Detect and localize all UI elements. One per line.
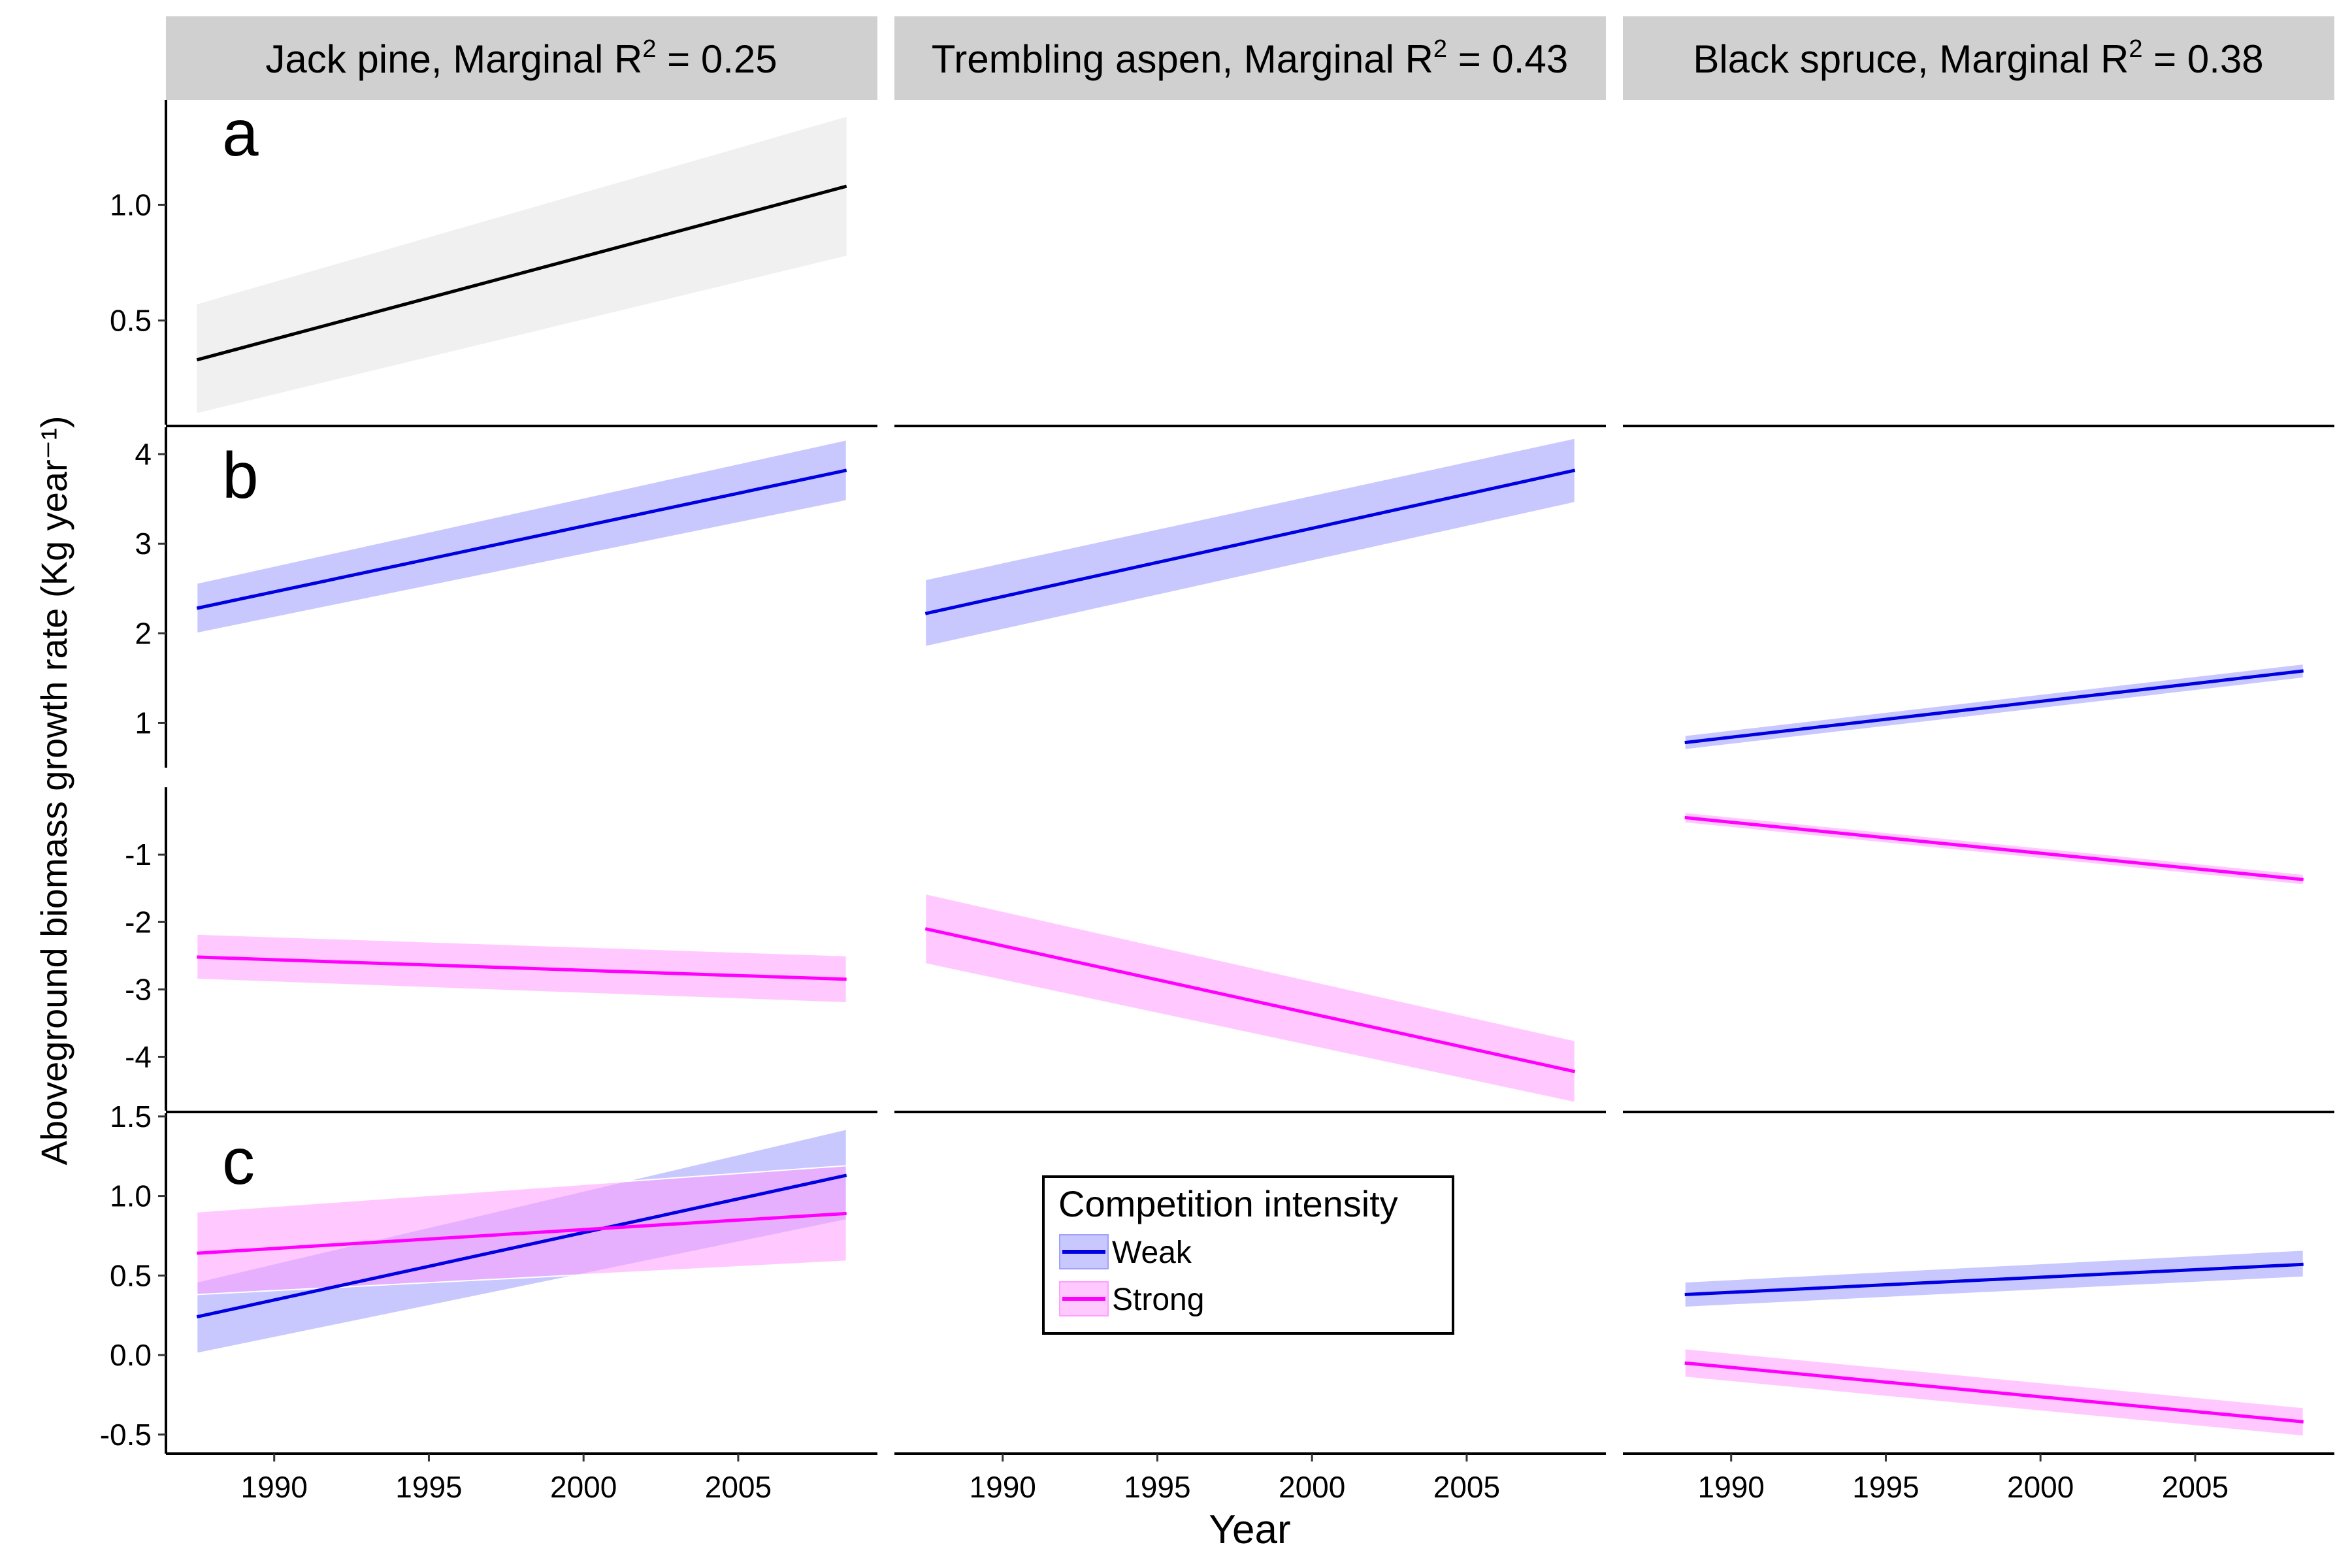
- panel-letter-a: a: [222, 97, 259, 170]
- y-tick-label: -4: [125, 1040, 152, 1074]
- y-tick-label: -0.5: [100, 1418, 152, 1452]
- trend-line-c-black-spruce-strong: [1684, 1361, 2304, 1424]
- legend: Competition intensity Weak Strong: [1042, 1175, 1454, 1335]
- y-tick-label: 1.0: [110, 1179, 152, 1213]
- x-tick-label: 2005: [1433, 1470, 1500, 1504]
- trend-line-c-jack-pine-strong: [197, 1211, 847, 1255]
- x-tick-label: 2000: [1279, 1470, 1345, 1504]
- strip-label-trembling-aspen: Trembling aspen, Marginal R2 = 0.43: [932, 35, 1568, 81]
- legend-box: [1042, 1175, 1454, 1335]
- x-tick-label: 1995: [1852, 1470, 1919, 1504]
- y-tick-label: -2: [125, 905, 152, 939]
- y-tick-label: 1.5: [110, 1100, 152, 1134]
- ci-band-b_neg-trembling-aspen-strong: [924, 892, 1576, 1103]
- ci-band-a-jack-pine-all: [197, 116, 847, 414]
- ci-band-b_pos-jack-pine-weak: [196, 438, 847, 634]
- trend-line-b_neg-jack-pine-strong: [197, 955, 847, 981]
- x-tick-label: 1995: [1124, 1470, 1190, 1504]
- strip-label-black-spruce: Black spruce, Marginal R2 = 0.38: [1693, 35, 2263, 81]
- axis-ticks: 0.5 1.0 1 2 3 4 -1 -2 -3 -4 1.5 1.0 0.5 0.0 -0.5 1990 19…: [100, 188, 2229, 1504]
- y-tick-label: 1.0: [110, 188, 152, 221]
- x-tick-label: 1990: [1698, 1470, 1765, 1504]
- trend-line-b_pos-trembling-aspen-weak: [924, 468, 1576, 615]
- strip-jack-pine: [166, 16, 877, 100]
- strip-black-spruce: [1623, 16, 2334, 100]
- legend-title: Competition intensity: [1058, 1183, 1398, 1224]
- y-tick-label: 0.0: [110, 1338, 152, 1372]
- legend-label-weak: Weak: [1112, 1235, 1192, 1270]
- y-tick-label: 4: [135, 437, 152, 471]
- trend-line-b_pos-black-spruce-weak: [1684, 669, 2304, 745]
- x-tick-label: 2000: [2007, 1470, 2074, 1504]
- x-tick-label: 1990: [241, 1470, 308, 1504]
- x-tick-label: 1990: [970, 1470, 1036, 1504]
- panel-frames: [165, 100, 2334, 1455]
- ci-band-c-jack-pine-strong: [196, 1165, 847, 1296]
- strip-label-jack-pine: Jack pine, Marginal R2 = 0.25: [265, 35, 777, 81]
- y-tick-label: 0.5: [110, 304, 152, 338]
- legend-label-strong: Strong: [1112, 1282, 1204, 1317]
- strip-trembling-aspen: [894, 16, 1606, 100]
- y-tick-label: -3: [125, 972, 152, 1006]
- facet-strips: Jack pine, Marginal R2 = 0.25 Trembling …: [166, 16, 2334, 100]
- trend-line-c-jack-pine-weak: [196, 1173, 847, 1319]
- trend-line-c-black-spruce-weak: [1684, 1262, 2304, 1296]
- panel-letter-c: c: [222, 1125, 255, 1198]
- y-tick-label: 3: [135, 527, 152, 561]
- x-tick-label: 2005: [705, 1470, 772, 1504]
- y-tick-label: 0.5: [110, 1258, 152, 1292]
- panel-letter-b: b: [222, 439, 259, 512]
- y-tick-label: 1: [135, 706, 152, 740]
- x-axis-title: Year: [1209, 1507, 1290, 1552]
- trend-line-b_neg-trembling-aspen-strong: [924, 927, 1576, 1073]
- y-tick-label: -1: [125, 838, 152, 872]
- trend-lines: [196, 184, 2304, 1424]
- y-tick-label: 2: [135, 616, 152, 650]
- x-tick-label: 2000: [550, 1470, 617, 1504]
- trend-line-b_neg-black-spruce-strong: [1684, 815, 2304, 881]
- y-axis-title: Aboveground biomass growth rate (Kg year…: [33, 416, 74, 1166]
- trend-line-a-jack-pine-all: [196, 184, 847, 362]
- x-tick-label: 1995: [395, 1470, 462, 1504]
- trend-line-b_pos-jack-pine-weak: [196, 468, 847, 610]
- x-tick-label: 2005: [2162, 1470, 2229, 1504]
